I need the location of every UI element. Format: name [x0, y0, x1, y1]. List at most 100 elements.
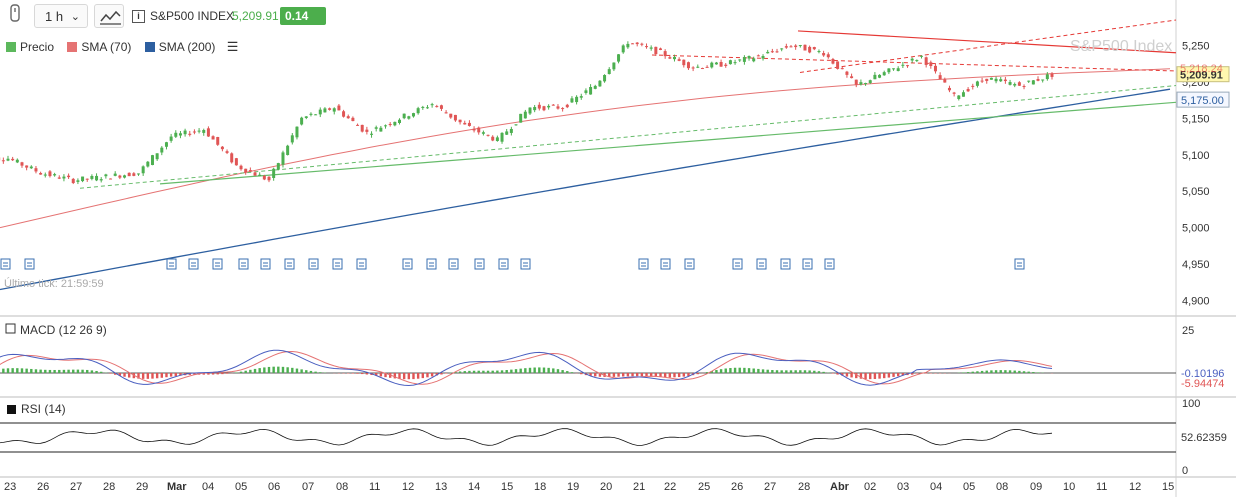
candle [980, 77, 984, 83]
candle [374, 125, 378, 132]
candle [253, 171, 257, 176]
macd-histogram-bar [645, 373, 648, 377]
candle [192, 129, 196, 135]
x-axis-label: 15 [501, 481, 513, 493]
symbol-box[interactable]: i S&P500 INDEX 5,209.91 0.14 % [128, 4, 326, 41]
calendar-icon-frame [260, 258, 271, 270]
candle-body [924, 57, 928, 65]
macd-histogram-bar [169, 373, 173, 377]
candle-body [477, 127, 481, 133]
legend-price[interactable]: Precio [6, 40, 54, 54]
macd-histogram-bar [780, 370, 783, 373]
macd-histogram-bar [86, 369, 89, 373]
macd-histogram-bar [277, 366, 280, 373]
candle-body [724, 64, 728, 66]
candle [505, 128, 509, 135]
legend-sma200[interactable]: SMA (200) [144, 40, 215, 54]
candle [859, 79, 863, 86]
last-price-tag-text: 5,209.91 [1180, 70, 1223, 82]
candle-body [691, 67, 695, 69]
candle-body [430, 104, 434, 106]
list-icon[interactable]: ☰ [226, 39, 239, 54]
macd-histogram-bar [365, 373, 369, 375]
calendar-icon [732, 258, 743, 270]
candle-body [1050, 73, 1054, 77]
x-axis-label: 03 [897, 481, 909, 493]
candle-body [756, 55, 760, 57]
candle [398, 118, 401, 125]
candle [467, 120, 471, 127]
candle [81, 176, 85, 183]
candle-body [99, 179, 103, 181]
calendar-icon [0, 258, 11, 270]
candle-body [262, 175, 266, 180]
candle-body [784, 46, 788, 48]
candle [393, 121, 397, 127]
drawing-tools-button[interactable] [2, 4, 28, 28]
macd-histogram-bar [896, 373, 900, 377]
candle-body [272, 168, 276, 178]
candle-body [202, 130, 206, 133]
candle-body [67, 175, 71, 178]
candle-body [407, 116, 411, 119]
calendar-icon-frame [402, 258, 413, 270]
macd-histogram-bar [263, 367, 266, 373]
macd-histogram-bar [76, 369, 80, 373]
candle [682, 59, 686, 68]
x-axis-label: 10 [1063, 481, 1075, 493]
candle [873, 72, 877, 80]
candle [742, 55, 746, 65]
macd-histogram-bar [435, 373, 438, 376]
candle [1003, 76, 1007, 84]
candle-body [178, 133, 182, 136]
macd-histogram-bar [878, 373, 881, 379]
x-axis-label: 09 [1030, 481, 1042, 493]
candle [999, 77, 1003, 82]
candle-body [565, 104, 569, 108]
macd-histogram-bar [785, 370, 788, 373]
candle-body [621, 45, 625, 53]
candle-body [808, 46, 812, 53]
x-axis-label: 22 [664, 481, 676, 493]
x-axis-label: 02 [864, 481, 876, 493]
candle [48, 170, 52, 178]
macd-histogram-bar [892, 373, 895, 377]
candle-body [435, 106, 439, 108]
calendar-icon-frame [308, 258, 319, 270]
candle-body [337, 105, 341, 111]
candle [202, 128, 206, 136]
rsi-tick-bottom: 0 [1182, 465, 1188, 477]
candle-body [794, 45, 798, 48]
macd-histogram-bar [6, 368, 10, 373]
candle [71, 177, 75, 185]
chart-type-button[interactable] [94, 4, 124, 28]
x-axis-label: 26 [731, 481, 743, 493]
x-axis-label: 21 [633, 481, 645, 493]
macd-histogram-bar [454, 372, 457, 373]
macd-histogram-bar [696, 373, 699, 375]
candle-body [95, 175, 99, 181]
candle [556, 104, 560, 110]
macd-histogram-bar [44, 369, 47, 373]
candle-body [882, 72, 886, 76]
macd-histogram-bar [351, 373, 355, 374]
candle-body [365, 129, 369, 132]
candle-body [197, 130, 201, 132]
candle-body [356, 124, 360, 126]
candle [575, 95, 579, 105]
candle-body [617, 54, 621, 62]
macd-histogram-bar [62, 369, 66, 373]
info-icon[interactable]: i [132, 10, 145, 23]
candle-body [57, 177, 61, 179]
candle [817, 49, 821, 54]
candle [123, 174, 127, 179]
candle [272, 167, 276, 181]
candle-body [118, 175, 122, 178]
macd-histogram-bar [673, 373, 676, 378]
candle-body [575, 96, 579, 103]
candle [169, 133, 173, 143]
candle-body [62, 176, 66, 179]
interval-select[interactable]: 1 h ⌄ [34, 4, 88, 28]
legend-sma70[interactable]: SMA (70) [67, 40, 131, 54]
